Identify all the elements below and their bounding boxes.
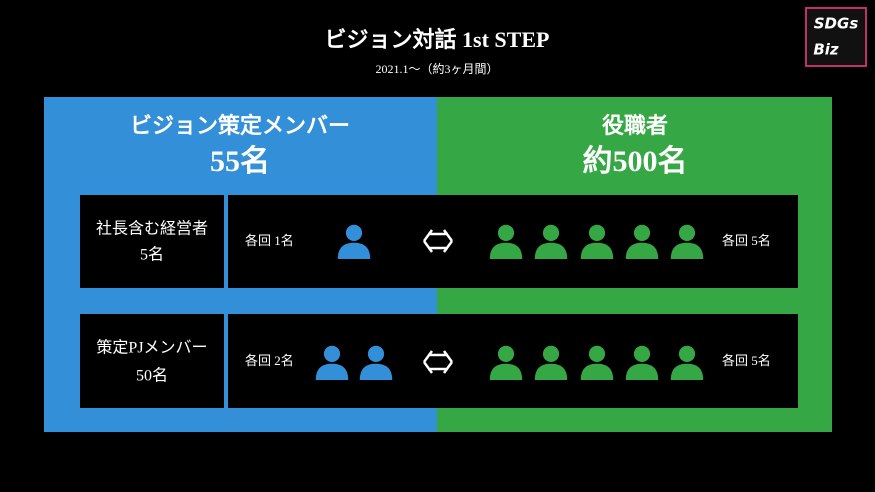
left-note: 各回 1名 <box>245 233 294 248</box>
exchange-arrow <box>422 350 454 374</box>
row-label-count: 50名 <box>136 367 168 385</box>
row-label-box <box>80 195 224 288</box>
right-note: 各回 5名 <box>722 353 771 368</box>
left-title: ビジョン策定メンバー <box>130 113 350 138</box>
title: ビジョン対話 1st STEP <box>325 27 550 52</box>
right-note: 各回 5名 <box>722 233 771 248</box>
row-label-count: 5名 <box>140 246 164 264</box>
right-title: 役職者 <box>602 113 668 138</box>
logo: SDGs Biz <box>805 7 867 67</box>
left-count: 55名 <box>210 145 270 178</box>
subtitle: 2021.1～（約3ヶ月間） <box>375 61 498 76</box>
row-label: 社長含む経営者 <box>96 220 208 238</box>
row-label-box <box>80 314 224 408</box>
row-box <box>228 195 798 288</box>
row-label: 策定PJメンバー <box>96 339 207 357</box>
exchange-arrow <box>422 229 454 253</box>
logo-line1: SDGs <box>814 15 859 33</box>
row-box <box>228 314 798 408</box>
left-note: 各回 2名 <box>245 353 294 368</box>
right-count: 約500名 <box>583 145 688 178</box>
logo-line2: Biz <box>813 41 839 59</box>
